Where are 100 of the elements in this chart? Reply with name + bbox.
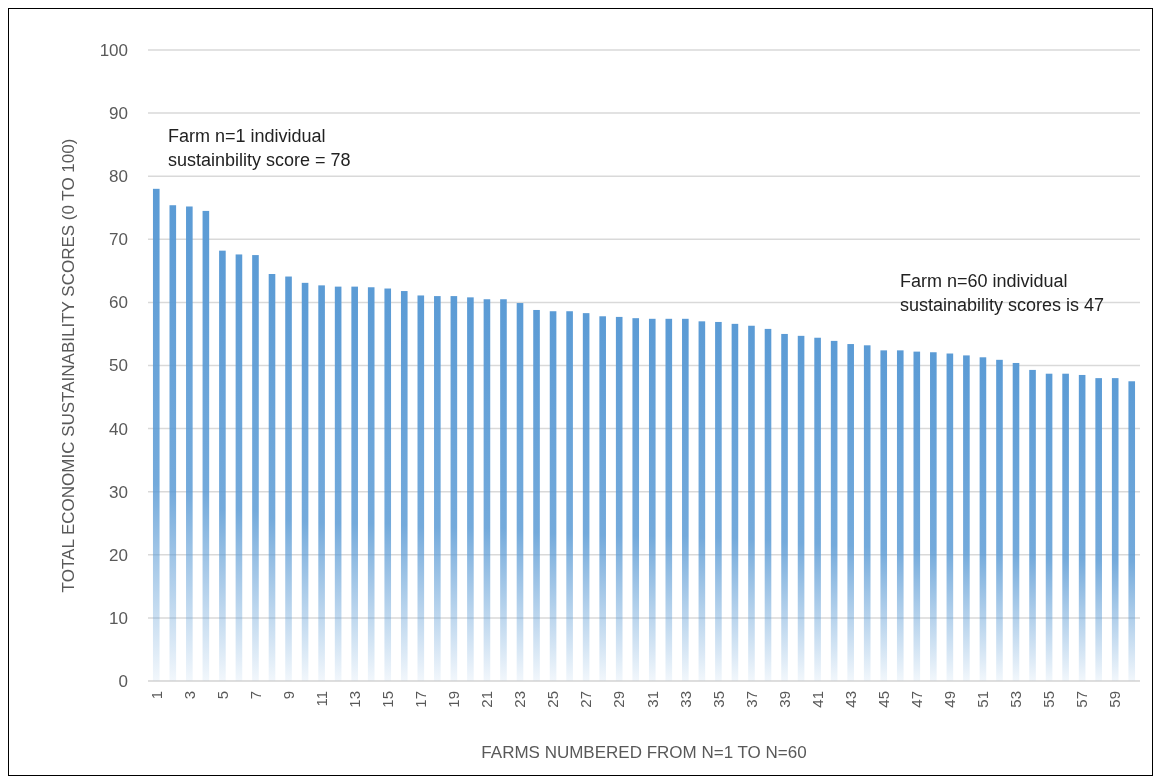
y-tick-label: 70	[109, 230, 128, 250]
bar	[665, 318, 673, 681]
bar	[946, 353, 954, 681]
x-tick-label: 1	[147, 691, 165, 700]
x-axis-title: FARMS NUMBERED FROM N=1 TO N=60	[481, 743, 807, 762]
bar	[615, 316, 623, 681]
x-tick-label: 33	[676, 691, 694, 708]
bar	[748, 325, 755, 681]
bar	[814, 337, 821, 681]
bar	[1095, 378, 1102, 681]
bar	[367, 287, 375, 681]
bar	[863, 345, 871, 681]
y-tick-label: 30	[109, 482, 128, 502]
bar	[318, 285, 325, 681]
x-tick-label: 7	[246, 691, 264, 700]
x-tick-label: 53	[1007, 691, 1025, 708]
x-tick-label: 25	[544, 691, 562, 708]
bar	[450, 296, 458, 681]
x-tick-label: 43	[841, 691, 859, 708]
x-tick-label: 9	[279, 691, 297, 700]
bar	[417, 295, 425, 681]
bar	[500, 299, 507, 681]
bar	[913, 351, 921, 681]
y-tick-label: 50	[109, 356, 128, 376]
bar	[566, 311, 573, 681]
bar	[1062, 373, 1069, 681]
bar	[698, 321, 706, 681]
x-tick-label: 49	[941, 691, 959, 708]
bar	[648, 318, 656, 681]
x-tick-label: 13	[345, 691, 363, 708]
bar	[682, 318, 689, 681]
bar	[268, 274, 276, 681]
bar	[169, 205, 177, 681]
y-tick-label: 100	[99, 40, 128, 60]
bar	[632, 318, 640, 681]
bar	[219, 250, 226, 681]
y-tick-label: 0	[118, 671, 128, 691]
x-tick-label: 11	[312, 691, 330, 707]
x-tick-label: 41	[808, 691, 826, 708]
x-tick-label: 57	[1073, 691, 1091, 708]
bar	[334, 286, 342, 681]
bar	[235, 254, 243, 681]
x-tick-label: 19	[445, 691, 463, 708]
y-tick-label: 60	[109, 293, 128, 313]
bar	[400, 291, 408, 681]
x-tick-label: 3	[180, 691, 198, 700]
x-tick-label: 31	[643, 691, 661, 708]
bar	[797, 335, 805, 681]
bar	[152, 188, 160, 681]
bar	[516, 303, 524, 681]
bar	[384, 288, 392, 681]
x-tick-label: 5	[213, 691, 231, 700]
bar	[830, 340, 838, 681]
bar	[1111, 378, 1119, 681]
x-tick-label: 23	[511, 691, 529, 708]
x-tick-label: 35	[709, 691, 727, 708]
x-tick-label: 21	[478, 691, 496, 708]
y-axis-title: TOTAL ECONOMIC SUSTAINABILITY SCORES (0 TO 100)	[59, 138, 78, 593]
y-tick-label: 20	[109, 545, 128, 565]
x-tick-label: 15	[378, 691, 396, 708]
bar	[186, 206, 193, 681]
y-tick-label: 80	[109, 167, 128, 187]
x-tick-label: 29	[610, 691, 628, 708]
bar	[963, 355, 970, 681]
bar	[202, 210, 210, 681]
bar	[301, 282, 309, 681]
bar	[764, 328, 772, 681]
x-tick-label: 39	[775, 691, 793, 708]
y-tick-label: 10	[109, 608, 128, 628]
bar	[549, 311, 557, 681]
bar	[930, 352, 937, 681]
annotation: Farm n=60 individual sustainability scores is 47	[900, 271, 1105, 315]
bar	[847, 344, 854, 681]
bar	[715, 321, 722, 681]
bar	[285, 276, 292, 681]
bar	[1078, 374, 1086, 681]
bar	[896, 350, 904, 681]
bar	[1045, 373, 1053, 681]
bar	[996, 359, 1003, 681]
bar	[1012, 362, 1020, 681]
bar	[467, 297, 474, 681]
y-tick-label: 40	[109, 419, 128, 439]
bar	[533, 309, 540, 681]
bar	[252, 255, 259, 681]
bar	[880, 350, 888, 681]
bar	[582, 313, 590, 681]
bar	[781, 333, 788, 681]
x-tick-label: 27	[577, 691, 595, 708]
bar	[351, 286, 358, 681]
bar	[483, 299, 491, 681]
bar	[434, 296, 441, 681]
bar	[1029, 369, 1036, 681]
bar	[979, 357, 987, 681]
x-tick-label: 51	[974, 691, 992, 708]
bar	[731, 323, 739, 681]
bar	[599, 316, 606, 681]
x-tick-label: 47	[908, 691, 926, 708]
x-tick-label: 55	[1040, 691, 1058, 708]
bar	[1128, 381, 1136, 681]
y-tick-label: 90	[109, 104, 128, 124]
